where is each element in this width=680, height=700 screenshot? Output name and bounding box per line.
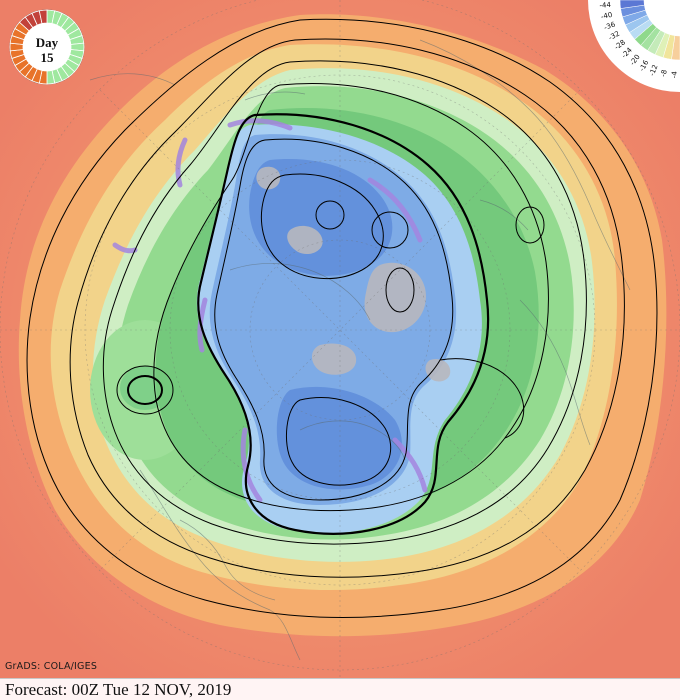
badge-center <box>24 24 70 70</box>
graticule <box>0 0 680 678</box>
scale-tick-label: -44 <box>599 1 612 10</box>
badge-segment <box>38 9 48 24</box>
temperature-map <box>0 0 680 678</box>
color-scale-wheel: -4-8-12-16-20-24-28-32-36-40-44 <box>588 0 680 92</box>
scale-background <box>588 0 680 92</box>
day-label: Day <box>35 35 59 50</box>
deep-blue-north <box>249 159 393 276</box>
scale-tick-label: -8 <box>659 69 668 78</box>
grads-credit: GrADS: COLA/IGES <box>5 661 98 672</box>
forecast-timestamp: Forecast: 00Z Tue 12 NOV, 2019 <box>5 680 232 699</box>
forecast-footer: Forecast: 00Z Tue 12 NOV, 2019 <box>0 678 680 700</box>
height-contours <box>26 18 658 618</box>
scale-swatch <box>619 0 645 9</box>
day-progress-badge <box>9 9 85 85</box>
scale-tick-label: -12 <box>648 64 659 78</box>
coastlines <box>89 39 631 661</box>
day-badge-text: Day 15 <box>9 9 85 85</box>
scale-tick-label: -40 <box>600 11 613 21</box>
scale-tick-label: -4 <box>670 70 679 78</box>
day-number: 15 <box>40 50 54 65</box>
scale-tick-label: -36 <box>603 20 617 32</box>
grey-terrain-patches <box>256 166 451 382</box>
purple-fringes <box>112 118 428 503</box>
